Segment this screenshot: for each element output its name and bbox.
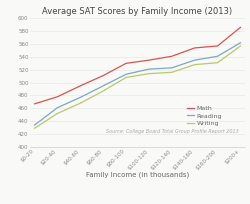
Math bbox=[193, 47, 196, 49]
Reading bbox=[170, 67, 173, 69]
Line: Writing: Writing bbox=[34, 46, 240, 128]
Text: Source: College Board Total Group Profile Report 2013: Source: College Board Total Group Profil… bbox=[106, 129, 238, 134]
Reading bbox=[216, 55, 219, 58]
Reading bbox=[33, 124, 36, 126]
Writing bbox=[56, 112, 59, 115]
Reading bbox=[102, 85, 105, 87]
Legend: Math, Reading, Writing: Math, Reading, Writing bbox=[184, 103, 225, 128]
Reading bbox=[148, 68, 150, 70]
Math bbox=[148, 59, 150, 61]
X-axis label: Family Income (in thousands): Family Income (in thousands) bbox=[86, 172, 189, 178]
Writing bbox=[216, 61, 219, 64]
Writing bbox=[148, 72, 150, 75]
Writing bbox=[124, 76, 128, 79]
Line: Math: Math bbox=[34, 27, 240, 104]
Math bbox=[79, 85, 82, 87]
Math bbox=[170, 55, 173, 58]
Math bbox=[33, 103, 36, 105]
Math bbox=[124, 62, 128, 64]
Writing bbox=[239, 45, 242, 47]
Writing bbox=[193, 63, 196, 66]
Line: Reading: Reading bbox=[34, 43, 240, 125]
Title: Average SAT Scores by Family Income (2013): Average SAT Scores by Family Income (201… bbox=[42, 7, 232, 16]
Writing bbox=[79, 102, 82, 104]
Math bbox=[239, 26, 242, 29]
Reading bbox=[124, 73, 128, 75]
Reading bbox=[79, 96, 82, 99]
Reading bbox=[56, 106, 59, 109]
Writing bbox=[102, 90, 105, 92]
Writing bbox=[170, 71, 173, 74]
Math bbox=[56, 95, 59, 98]
Reading bbox=[193, 59, 196, 61]
Math bbox=[102, 74, 105, 77]
Math bbox=[216, 45, 219, 47]
Writing bbox=[33, 127, 36, 130]
Reading bbox=[239, 42, 242, 44]
